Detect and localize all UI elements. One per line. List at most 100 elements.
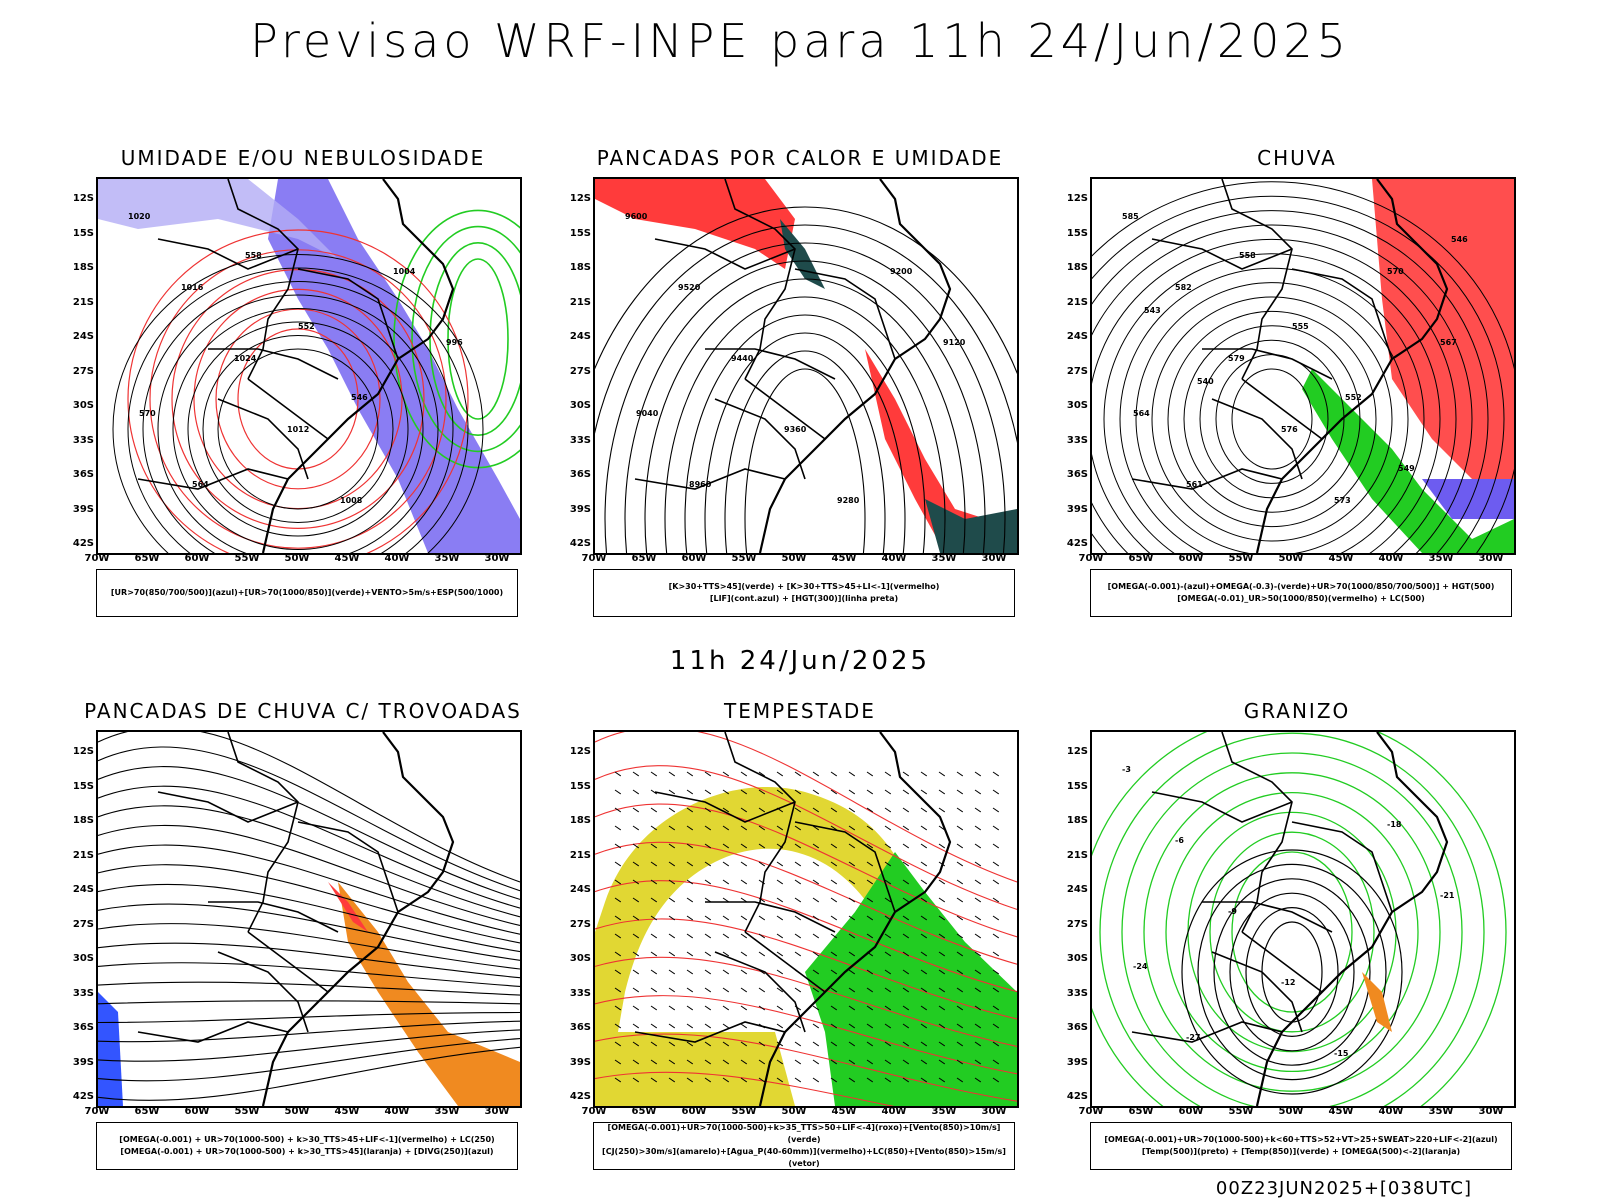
wind-vector [758,915,766,921]
wind-vector [938,951,946,957]
wind-vector [686,861,694,867]
streamline [98,1046,520,1101]
wind-vector [848,1041,856,1047]
wind-vector [812,987,820,993]
wind-vector [758,807,766,813]
streamline [98,962,520,987]
wind-vector [704,1023,712,1029]
longitude-tick-label: 40W [384,1106,410,1117]
latitude-tick-label: 18S [1066,262,1088,273]
wind-vector [740,933,748,939]
border-line [1202,348,1333,380]
legend-line: [OMEGA(-0.001)+UR>70(1000-500)+k<60+TTS>… [1104,1135,1498,1144]
wind-vector [686,1041,694,1047]
wind-vector [848,1059,856,1065]
coastline [1255,732,1449,1106]
contour-line [1099,732,1485,1106]
wind-vector [758,987,766,993]
latitude-tick-label: 27S [1066,918,1088,930]
contour-line [202,335,394,523]
wind-vector [974,969,982,975]
wind-vector [866,807,874,813]
wind-vector [974,987,982,993]
wind-vector [848,1005,856,1011]
wind-vector [668,987,676,993]
wind-vector [758,1005,766,1011]
latitude-tick-label: 12S [1066,746,1088,757]
border-line [247,378,329,440]
contour-label: 558 [1239,251,1256,260]
wind-vector [740,1077,748,1083]
wind-vector [992,987,1000,993]
border-line [297,821,399,913]
contour-label: 8960 [689,480,712,489]
border-line [247,931,329,993]
wind-vector [722,969,730,975]
longitude-tick-label: 65W [134,553,160,564]
wind-vector [740,1059,748,1065]
wind-vector [992,861,1000,867]
longitude-tick-label: 60W [184,1106,210,1117]
wind-vector [884,825,892,831]
contour-line [127,229,469,553]
wind-vector [812,771,820,777]
latitude-tick-label: 42S [569,538,591,549]
wind-vector [632,1023,640,1029]
border-line [714,951,806,1033]
latitude-tick-label: 12S [72,193,94,204]
wind-vector [992,789,1000,795]
wind-vector [650,1005,658,1011]
contour-label: 543 [1144,306,1161,315]
wind-vector [614,861,622,867]
contour-line [1183,325,1361,513]
wind-vector [668,1077,676,1083]
contour-label: 546 [351,393,368,402]
wind-vector [668,1023,676,1029]
latitude-tick-label: 39S [569,503,591,515]
wind-vector [866,1041,874,1047]
contour-label: 564 [192,480,209,489]
wind-vector [722,771,730,777]
wind-vector [938,1023,946,1029]
wind-vector [920,951,928,957]
wind-vector [812,1005,820,1011]
longitude-tick-label: 55W [1228,1106,1254,1117]
wind-vector [668,843,676,849]
longitude-tick-label: 50W [284,1106,310,1117]
latitude-tick-label: 30S [1066,953,1088,964]
wind-vector [776,1023,784,1029]
border-line [157,791,299,823]
longitude-tick-label: 65W [631,1106,657,1117]
wind-vector [830,789,838,795]
wind-vector [794,951,802,957]
wind-vector [920,1077,928,1083]
border-line [137,468,289,490]
coastline [758,732,952,1106]
wind-vector [668,1041,676,1047]
latitude-tick-label: 24S [1066,331,1088,342]
wind-vector [722,1005,730,1011]
longitude-tick-label: 35W [434,1106,460,1117]
wind-vector [812,1041,820,1047]
wind-vector [722,987,730,993]
contour-line [1103,253,1441,553]
latitude-tick-label: 30S [1066,400,1088,411]
longitude-tick-label: 50W [284,553,310,564]
wind-vector [650,1041,658,1047]
wind-vector [884,897,892,903]
contour-line [1229,892,1355,1052]
border-line [705,901,836,933]
longitude-tick-label: 45W [1328,1106,1354,1117]
wind-vector [902,1041,910,1047]
contour-line [624,260,986,553]
wind-vector [956,1041,964,1047]
wind-vector [704,933,712,939]
panel-legend: [OMEGA(-0.001)-(azul)+OMEGA(-0.3)-(verde… [1090,569,1512,617]
latitude-tick-label: 33S [569,434,591,446]
streamline [98,824,520,927]
latitude-tick-label: 36S [569,469,591,480]
contour-label: 546 [1451,235,1468,244]
latitude-tick-label: 30S [569,953,591,964]
longitude-tick-label: 35W [931,1106,957,1117]
wind-vector [902,879,910,885]
